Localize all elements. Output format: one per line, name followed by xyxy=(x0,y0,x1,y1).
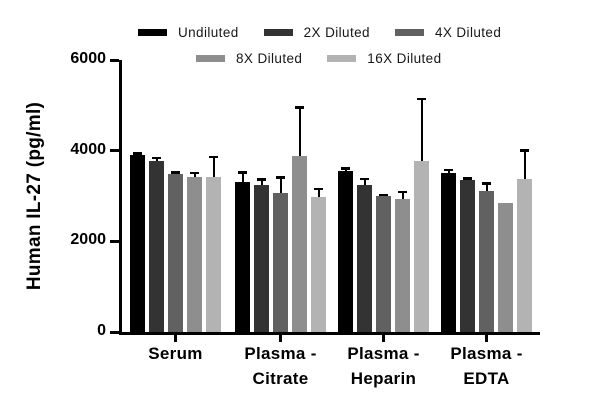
y-axis-title: Human IL-27 (pg/ml) xyxy=(24,101,45,291)
error-bar-cap xyxy=(257,178,266,181)
y-axis-tick xyxy=(110,239,119,243)
bar xyxy=(168,173,183,332)
legend-label: 8X Diluted xyxy=(236,50,303,66)
bar xyxy=(338,171,353,332)
y-axis-tick xyxy=(110,330,119,334)
error-bar-cap xyxy=(171,171,180,174)
legend-swatch xyxy=(394,28,424,36)
error-bar-cap xyxy=(444,168,453,172)
legend-item: 16X Diluted xyxy=(327,51,441,66)
legend-label: 2X Diluted xyxy=(303,24,370,40)
bar xyxy=(357,185,372,332)
error-bar-stem xyxy=(523,149,526,180)
x-axis-category-label: Plasma - Citrate xyxy=(244,344,317,388)
y-axis-tick-label: 4000 xyxy=(70,140,106,158)
y-axis-tick xyxy=(110,58,119,62)
legend-item: 2X Diluted xyxy=(263,24,370,40)
error-bar-cap xyxy=(520,149,529,152)
legend-swatch xyxy=(196,54,225,62)
x-axis-category-label: Plasma - Heparin xyxy=(347,344,420,388)
error-bar-stem xyxy=(420,97,423,162)
error-bar-stem xyxy=(193,171,196,177)
bar xyxy=(254,185,269,332)
error-bar-stem xyxy=(212,155,215,177)
error-bar-stem xyxy=(485,182,488,192)
bar xyxy=(187,176,202,332)
x-axis-tick xyxy=(174,335,177,342)
bar xyxy=(130,155,145,332)
legend-label: Undiluted xyxy=(178,24,239,40)
error-bar-cap xyxy=(276,176,285,179)
error-bar-cap xyxy=(314,187,323,191)
bar xyxy=(206,176,221,332)
y-axis-tick-label: 0 xyxy=(97,322,106,339)
bar xyxy=(273,193,288,332)
error-bar-cap xyxy=(152,156,161,160)
legend-row: Undiluted 2X Diluted 4X Diluted xyxy=(138,23,526,41)
legend-swatch xyxy=(138,28,167,36)
bar xyxy=(235,182,250,332)
legend-label: 16X Diluted xyxy=(367,50,442,66)
bar xyxy=(479,191,494,332)
error-bar-stem xyxy=(241,171,244,183)
bar xyxy=(292,155,307,332)
error-bar-stem xyxy=(260,178,263,186)
bar xyxy=(395,199,410,332)
bar xyxy=(460,180,475,332)
error-bar-cap xyxy=(341,167,350,170)
plot-area xyxy=(119,60,540,335)
bar xyxy=(311,196,326,332)
bar xyxy=(376,196,391,332)
legend-item: Undiluted xyxy=(138,25,239,40)
legend-item: 4X Diluted xyxy=(394,24,502,40)
x-axis-category-label: Plasma - EDTA xyxy=(450,344,523,388)
y-axis-tick-label: 6000 xyxy=(70,50,106,67)
bar xyxy=(517,179,532,332)
error-bar-cap xyxy=(133,152,142,155)
error-bar-stem xyxy=(317,187,320,197)
error-bar-cap xyxy=(190,171,199,175)
error-bar-cap xyxy=(295,106,304,109)
error-bar-stem xyxy=(363,177,366,186)
x-axis-tick xyxy=(485,335,488,342)
chart-legend: Undiluted 2X Diluted 4X Diluted 8X Diluted 1… xyxy=(0,23,526,75)
legend-label: 4X Diluted xyxy=(434,24,502,40)
x-axis-tick xyxy=(279,335,282,342)
error-bar-cap xyxy=(417,97,426,101)
error-bar-stem xyxy=(401,190,404,200)
bar xyxy=(414,161,429,332)
x-axis-category-label: Serum xyxy=(148,344,203,363)
error-bar-cap xyxy=(238,171,247,174)
error-bar-stem xyxy=(298,106,301,156)
error-bar-cap xyxy=(398,190,407,194)
y-axis-tick xyxy=(110,149,119,153)
error-bar-cap xyxy=(482,182,491,185)
error-bar-cap xyxy=(209,155,218,159)
bar xyxy=(441,173,456,332)
y-axis-tick-label: 2000 xyxy=(70,231,106,249)
error-bar-cap xyxy=(360,177,369,181)
error-bar-stem xyxy=(279,176,282,194)
x-axis-tick xyxy=(382,335,385,342)
legend-row: 8X Diluted 16X Diluted xyxy=(196,49,526,67)
error-bar-cap xyxy=(379,193,388,197)
bar xyxy=(498,203,513,332)
legend-item: 8X Diluted xyxy=(196,51,302,66)
legend-swatch xyxy=(327,54,357,62)
error-bar-cap xyxy=(463,177,472,180)
legend-swatch xyxy=(263,28,293,36)
bar xyxy=(149,160,164,332)
